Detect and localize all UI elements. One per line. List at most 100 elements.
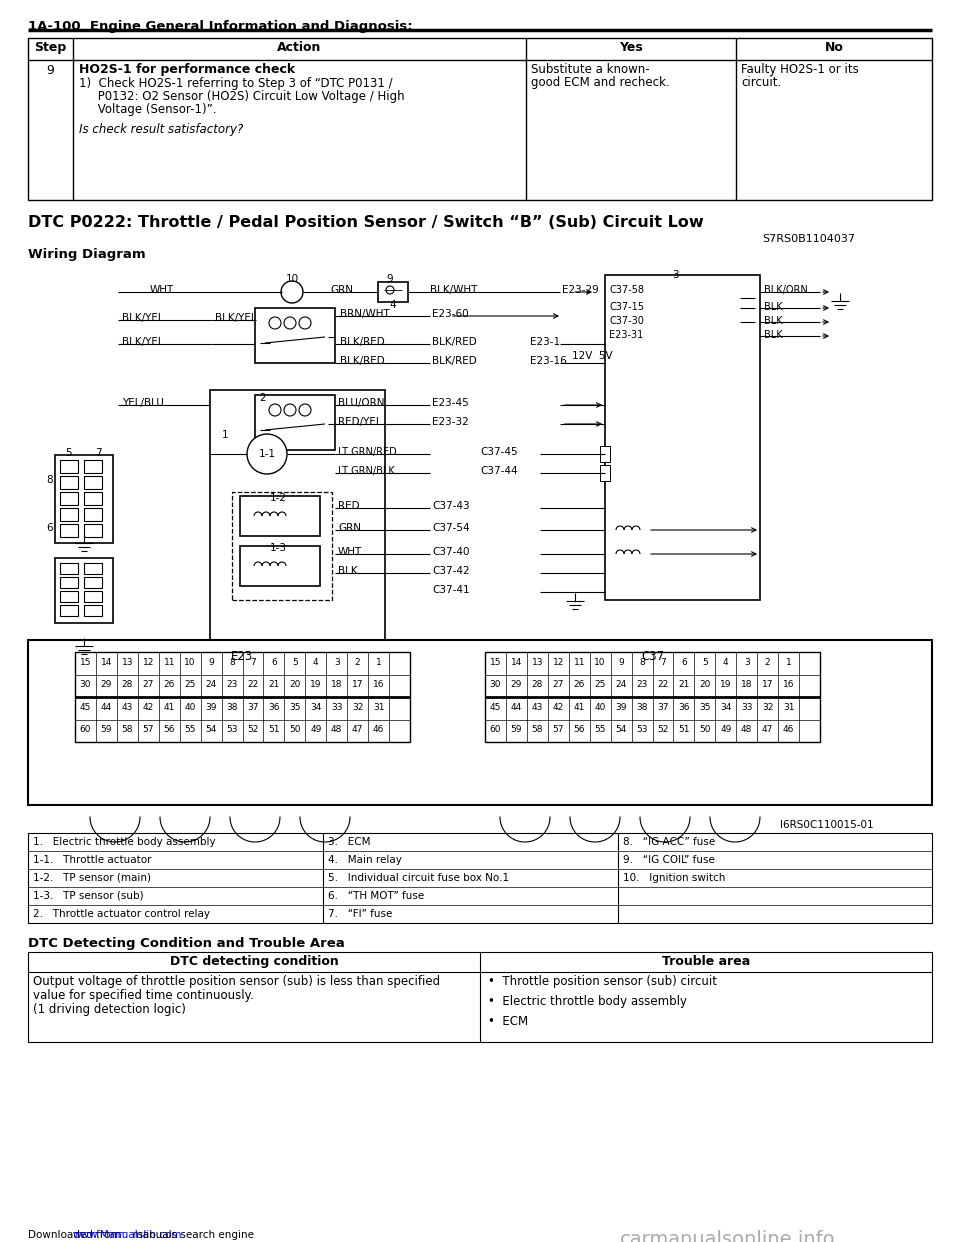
Text: Downloaded from: Downloaded from	[28, 1230, 124, 1240]
Text: 44: 44	[511, 703, 522, 712]
Text: BLK/YEL: BLK/YEL	[122, 337, 163, 347]
Text: 34: 34	[720, 703, 732, 712]
Text: 39: 39	[615, 703, 627, 712]
Text: Wiring Diagram: Wiring Diagram	[28, 248, 146, 261]
Text: 22: 22	[248, 681, 258, 689]
Text: BLU/ORN: BLU/ORN	[338, 397, 385, 409]
Text: 34: 34	[310, 703, 322, 712]
Text: 12V  5V: 12V 5V	[572, 351, 612, 361]
Text: 20: 20	[289, 681, 300, 689]
Text: DTC detecting condition: DTC detecting condition	[170, 955, 338, 968]
Text: Trouble area: Trouble area	[661, 955, 750, 968]
Text: 50: 50	[289, 725, 300, 734]
Text: BLK: BLK	[764, 315, 782, 325]
Text: Yes: Yes	[619, 41, 643, 53]
Text: BLK/RED: BLK/RED	[432, 337, 477, 347]
Text: 5: 5	[65, 448, 72, 458]
Text: 29: 29	[101, 681, 112, 689]
Text: 33: 33	[331, 703, 343, 712]
Text: 29: 29	[511, 681, 522, 689]
Bar	[55, 558, 113, 623]
Text: 8: 8	[46, 474, 53, 484]
Text: 26: 26	[163, 681, 175, 689]
Text: C37-43: C37-43	[432, 501, 469, 510]
Bar	[240, 496, 320, 537]
Text: C37-42: C37-42	[432, 566, 469, 576]
Text: 60: 60	[490, 725, 501, 734]
Text: 38: 38	[227, 703, 238, 712]
Text: 47: 47	[762, 725, 774, 734]
Text: 6.   “TH MOT” fuse: 6. “TH MOT” fuse	[328, 891, 424, 900]
Text: 19: 19	[310, 681, 322, 689]
Text: Is check result satisfactory?: Is check result satisfactory?	[79, 123, 243, 137]
Text: 51: 51	[268, 725, 279, 734]
Text: E23-60: E23-60	[432, 309, 468, 319]
Text: 9: 9	[618, 658, 624, 667]
Text: 8: 8	[639, 658, 645, 667]
Bar	[84, 508, 102, 520]
Text: 16: 16	[782, 681, 794, 689]
Text: BLK/RED: BLK/RED	[432, 356, 477, 366]
Text: 30: 30	[80, 681, 91, 689]
Text: 27: 27	[553, 681, 564, 689]
Text: 56: 56	[573, 725, 585, 734]
Text: C37-30: C37-30	[609, 315, 644, 325]
Text: Voltage (Sensor-1)”.: Voltage (Sensor-1)”.	[79, 103, 217, 116]
Text: 31: 31	[782, 703, 794, 712]
Text: C37-41: C37-41	[432, 585, 469, 595]
Text: C37: C37	[641, 650, 664, 663]
Text: 43: 43	[122, 703, 133, 712]
Text: 13: 13	[532, 658, 543, 667]
Text: GRN: GRN	[338, 523, 361, 533]
Text: 57: 57	[553, 725, 564, 734]
Text: 2: 2	[355, 658, 360, 667]
Bar	[84, 460, 102, 473]
Circle shape	[281, 281, 303, 303]
Text: 6: 6	[681, 658, 686, 667]
Text: 50: 50	[699, 725, 710, 734]
Text: 1-3.   TP sensor (sub): 1-3. TP sensor (sub)	[33, 891, 144, 900]
Text: LT GRN/RED: LT GRN/RED	[338, 447, 396, 457]
Bar	[600, 465, 610, 481]
Text: 35: 35	[289, 703, 300, 712]
Text: 5: 5	[702, 658, 708, 667]
Text: DTC Detecting Condition and Trouble Area: DTC Detecting Condition and Trouble Area	[28, 936, 345, 950]
Bar	[60, 492, 78, 505]
Text: 53: 53	[636, 725, 648, 734]
Text: 1: 1	[375, 658, 381, 667]
Text: 13: 13	[122, 658, 133, 667]
Text: C37-40: C37-40	[432, 546, 469, 556]
Text: 4: 4	[313, 658, 319, 667]
Text: E23-1: E23-1	[530, 337, 560, 347]
Text: 37: 37	[248, 703, 258, 712]
Text: WHT: WHT	[338, 546, 362, 556]
Text: 23: 23	[636, 681, 648, 689]
Text: P0132: O2 Sensor (HO2S) Circuit Low Voltage / High: P0132: O2 Sensor (HO2S) Circuit Low Volt…	[79, 89, 404, 103]
Text: 1-2.   TP sensor (main): 1-2. TP sensor (main)	[33, 873, 151, 883]
Bar	[240, 546, 320, 586]
Text: 52: 52	[248, 725, 258, 734]
Text: carmanualsonline.info: carmanualsonline.info	[620, 1230, 835, 1242]
Text: 3: 3	[334, 658, 340, 667]
Text: 10: 10	[594, 658, 606, 667]
Text: HO2S-1 for performance check: HO2S-1 for performance check	[79, 63, 295, 76]
Text: 11: 11	[573, 658, 585, 667]
Text: 15: 15	[80, 658, 91, 667]
Bar	[605, 274, 760, 600]
Text: BRN/WHT: BRN/WHT	[340, 309, 390, 319]
Text: E23: E23	[231, 650, 253, 663]
Text: 41: 41	[163, 703, 175, 712]
Text: 7: 7	[95, 448, 102, 458]
Text: 12: 12	[143, 658, 154, 667]
Text: 17: 17	[352, 681, 364, 689]
Text: 56: 56	[163, 725, 175, 734]
Text: good ECM and recheck.: good ECM and recheck.	[531, 76, 670, 89]
Bar	[60, 605, 78, 616]
Text: C37-54: C37-54	[432, 523, 469, 533]
Text: 19: 19	[720, 681, 732, 689]
Text: 10.   Ignition switch: 10. Ignition switch	[623, 873, 726, 883]
Text: BLK/RED: BLK/RED	[340, 337, 385, 347]
Text: E23-16: E23-16	[530, 356, 566, 366]
Bar	[255, 395, 335, 450]
Text: 40: 40	[594, 703, 606, 712]
